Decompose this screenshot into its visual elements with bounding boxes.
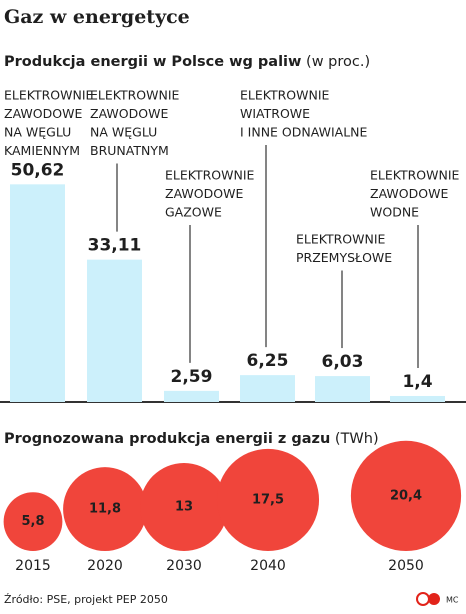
category-label: WIATROWE	[240, 106, 310, 121]
value-label: 20,4	[390, 488, 422, 503]
category-label: I INNE ODNAWIALNE	[240, 125, 368, 140]
category-label: NA WĘGLU	[90, 125, 157, 140]
category-label: ELEKTROWNIE	[370, 168, 460, 183]
bar	[164, 390, 219, 402]
x-tick-label: 2050	[388, 558, 424, 574]
value-label: 13	[175, 500, 193, 515]
chart-title-main: Prognozowana produkcja energii z gazu	[4, 431, 330, 447]
category-label: PRZEMYSŁOWE	[296, 250, 392, 265]
chart-title: Produkcja energii w Polsce wg paliw (w p…	[4, 54, 370, 70]
value-label: 6,25	[247, 351, 289, 371]
value-label: 2,59	[171, 367, 213, 387]
source: Źródło: PSE, projekt PEP 2050	[4, 593, 168, 606]
bar	[87, 259, 142, 402]
category-label: ELEKTROWNIE	[165, 168, 255, 183]
category-label: ELEKTROWNIE	[240, 88, 330, 103]
category-label: WODNE	[370, 205, 419, 220]
x-tick-label: 2040	[250, 558, 286, 574]
bubble	[216, 448, 320, 551]
x-tick-label: 2015	[15, 558, 51, 574]
value-label: 6,03	[322, 352, 364, 372]
bubble	[350, 440, 462, 551]
chart-title: Prognozowana produkcja energii z gazu (T…	[4, 431, 379, 447]
category-label: ZAWODOWE	[370, 186, 448, 201]
category-label: ZAWODOWE	[4, 106, 82, 121]
value-label: 5,8	[21, 514, 44, 529]
value-label: 33,11	[88, 236, 142, 256]
bubble	[63, 467, 147, 551]
chart-title-main: Produkcja energii w Polsce wg paliw	[4, 54, 301, 70]
chart-subtitle: (TWh)	[335, 431, 379, 447]
bar	[10, 184, 65, 402]
chart-subtitle: (w proc.)	[306, 54, 370, 70]
bar	[315, 376, 370, 402]
credit: MC	[446, 596, 459, 605]
category-label: NA WĘGLU	[4, 125, 71, 140]
bar	[390, 395, 445, 402]
logo	[428, 593, 440, 605]
category-label: ELEKTROWNIE	[4, 88, 94, 103]
x-tick-label: 2030	[166, 558, 202, 574]
value-label: 17,5	[252, 492, 284, 507]
category-label: ELEKTROWNIE	[296, 232, 386, 247]
category-label: GAZOWE	[165, 205, 222, 220]
value-label: 1,4	[402, 372, 432, 392]
category-label: ZAWODOWE	[90, 106, 168, 121]
bubble	[3, 492, 63, 551]
category-label: BRUNATNYM	[90, 143, 169, 158]
bar	[240, 375, 295, 402]
bubble	[140, 463, 228, 551]
x-tick-label: 2020	[87, 558, 123, 574]
page-title: Gaz w energetyce	[4, 6, 190, 28]
value-label: 11,8	[89, 502, 121, 517]
category-label: ZAWODOWE	[165, 186, 243, 201]
logo	[416, 592, 430, 606]
value-label: 50,62	[11, 160, 65, 180]
category-label: ELEKTROWNIE	[90, 88, 180, 103]
category-label: KAMIENNYM	[4, 143, 80, 158]
